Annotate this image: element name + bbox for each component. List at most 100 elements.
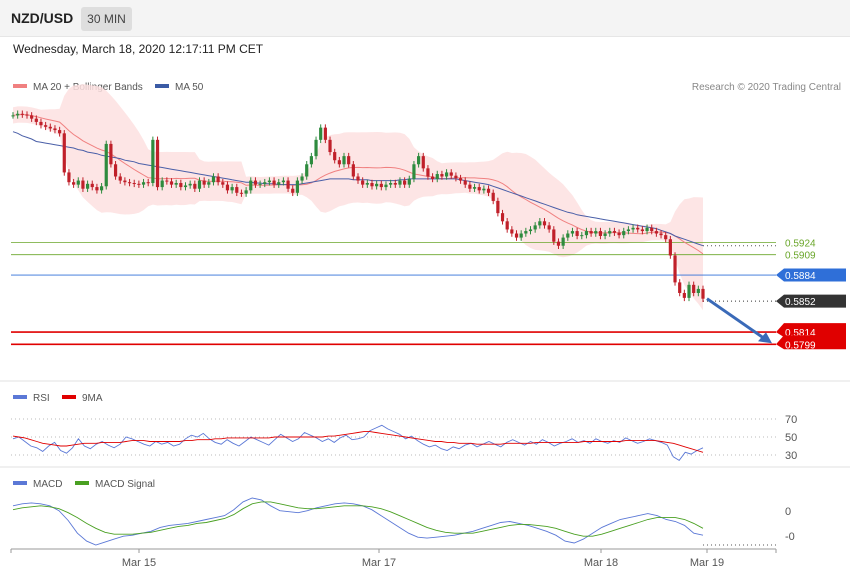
candle-body bbox=[328, 139, 332, 153]
candle-body bbox=[696, 288, 700, 293]
rsi-legend-swatch bbox=[13, 395, 27, 399]
candle-body bbox=[25, 114, 29, 116]
candle-body bbox=[300, 176, 304, 181]
candle-body bbox=[272, 180, 276, 185]
candle-body bbox=[48, 126, 52, 129]
candle-body bbox=[104, 143, 108, 187]
ma50-legend-swatch bbox=[155, 84, 169, 88]
candle-body bbox=[72, 182, 76, 185]
candle-body bbox=[188, 183, 192, 186]
candle-body bbox=[547, 225, 551, 230]
candle-body bbox=[263, 182, 267, 184]
candle-body bbox=[39, 121, 43, 126]
candle-body bbox=[127, 182, 132, 184]
projection-arrow-head bbox=[758, 332, 772, 344]
last-price-tag bbox=[776, 294, 846, 308]
candle-body bbox=[678, 282, 682, 293]
candle-body bbox=[118, 176, 122, 181]
credit-text: Research © 2020 Trading Central bbox=[692, 82, 841, 93]
candle-body bbox=[207, 182, 211, 185]
candle-body bbox=[701, 288, 705, 299]
candle-body bbox=[141, 182, 146, 185]
candle-body bbox=[323, 127, 327, 140]
candle-body bbox=[211, 176, 216, 183]
candle-body bbox=[90, 183, 94, 188]
candle-body bbox=[417, 156, 421, 165]
candle-body bbox=[375, 183, 379, 187]
candle-body bbox=[566, 233, 570, 238]
candle-body bbox=[403, 180, 407, 185]
bollinger-band-area bbox=[13, 84, 703, 311]
candle-body bbox=[435, 174, 439, 179]
candle-body bbox=[552, 229, 556, 242]
candle-body bbox=[458, 178, 463, 181]
candle-body bbox=[496, 200, 500, 214]
candle-body bbox=[407, 178, 411, 185]
candle-body bbox=[384, 184, 388, 188]
macd-legend: MACD MACD Signal bbox=[13, 479, 155, 490]
candle-body bbox=[174, 183, 178, 185]
candle-body bbox=[239, 192, 244, 194]
candle-body bbox=[305, 164, 309, 177]
candle-body bbox=[99, 186, 104, 191]
candle-body bbox=[580, 235, 584, 237]
candle-body bbox=[389, 183, 393, 185]
candle-body bbox=[76, 180, 80, 185]
candle-body bbox=[393, 183, 397, 185]
candle-body bbox=[500, 213, 505, 222]
candle-body bbox=[477, 187, 481, 191]
candle-body bbox=[16, 113, 20, 116]
support-price-label: 0.5799 bbox=[785, 340, 816, 351]
candle-body bbox=[468, 184, 472, 189]
macd-tick-label: -0 bbox=[785, 531, 795, 543]
candle-body bbox=[528, 229, 533, 232]
support-price-label: 0.5814 bbox=[785, 328, 816, 339]
resistance-price-label: 0.5924 bbox=[785, 238, 816, 249]
candle-body bbox=[337, 160, 341, 165]
candle-body bbox=[244, 190, 248, 194]
candle-body bbox=[291, 188, 295, 193]
candle-body bbox=[687, 284, 691, 298]
candle-body bbox=[253, 180, 258, 185]
candle-body bbox=[109, 143, 113, 165]
candle-body bbox=[11, 115, 15, 117]
candle-body bbox=[650, 227, 654, 232]
resistance-price-label: 0.5909 bbox=[785, 251, 816, 262]
pivot-price-label: 0.5884 bbox=[785, 271, 816, 282]
rsi-legend: RSI 9MA bbox=[13, 393, 103, 404]
candle-body bbox=[617, 232, 621, 236]
timeframe-badge[interactable]: 30 MIN bbox=[81, 7, 132, 31]
candle-body bbox=[454, 175, 458, 179]
candle-body bbox=[34, 118, 38, 122]
rsi-ma-line bbox=[12, 431, 704, 453]
candle-body bbox=[398, 180, 402, 185]
candle-body bbox=[160, 180, 164, 188]
bollinger-bands bbox=[13, 84, 703, 311]
macd-signal-line bbox=[12, 501, 704, 537]
macd-signal-legend-label: MACD Signal bbox=[95, 479, 155, 490]
candle-body bbox=[249, 180, 253, 191]
x-axis-tick-label: Mar 17 bbox=[362, 557, 396, 569]
last-price-label: 0.5852 bbox=[785, 297, 816, 308]
candle-body bbox=[20, 113, 24, 115]
candle-body bbox=[309, 156, 313, 165]
candle-body bbox=[230, 187, 234, 191]
candle-body bbox=[426, 168, 430, 177]
candle-body bbox=[561, 237, 565, 246]
rsi-ma-legend-swatch bbox=[62, 395, 76, 399]
candle-body bbox=[421, 156, 425, 169]
candle-body bbox=[608, 231, 612, 234]
candle-body bbox=[155, 139, 160, 188]
candle-body bbox=[95, 187, 99, 191]
candle-body bbox=[538, 221, 542, 226]
candle-body bbox=[169, 181, 174, 185]
candle-body bbox=[267, 180, 272, 183]
candle-body bbox=[281, 180, 286, 183]
candle-body bbox=[342, 156, 346, 165]
candle-body bbox=[319, 127, 323, 140]
candle-body bbox=[584, 231, 589, 236]
candle-body bbox=[314, 139, 318, 157]
candle-body bbox=[412, 164, 416, 179]
candle-body bbox=[659, 233, 663, 236]
